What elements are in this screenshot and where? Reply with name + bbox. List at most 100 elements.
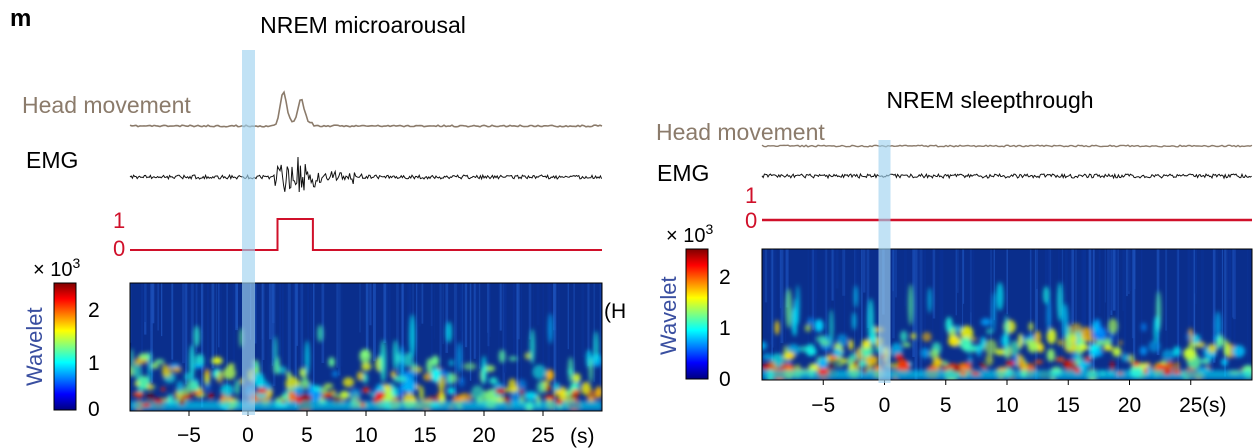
spectrogram-streak [219,283,223,376]
spectrogram-plume [829,309,834,344]
spectrogram-blob [1201,358,1210,364]
colorbar-multiplier: × 103 [33,255,80,281]
spectrogram-blob [1207,343,1217,354]
spectrogram-blob [762,353,773,361]
spectrogram-streak [460,283,463,332]
x-tick-label: 15 [1057,394,1080,417]
spectrogram-plume [409,314,416,359]
spectrogram-hotspot [322,392,333,398]
spectrogram-streak [1224,249,1226,377]
spectrogram-streak [516,283,519,397]
spectrogram-blob [266,384,273,391]
spectrogram-plume [275,356,280,374]
spectrogram-blob [929,349,939,359]
spectrogram-streak [1112,249,1116,311]
spectrogram-blob [193,364,204,369]
spectrogram-streak [1191,249,1194,322]
spectrogram-blob [920,347,930,359]
spectrogram-hotspot [952,365,962,373]
spectrogram-hotspot [957,363,968,368]
x-tick-label: −5 [811,394,835,417]
spectrogram-streak [895,249,897,298]
spectrogram-blob [553,389,563,396]
spectrogram-streak [336,283,339,368]
spectrogram-blob [1086,337,1097,343]
spectrogram-plume [130,348,134,369]
spectrogram-blob [976,345,982,357]
spectrogram-streak [1247,249,1249,368]
spectrogram-blob [323,383,334,389]
x-tick-label: 20 [472,424,495,447]
head-movement-trace [761,144,1253,148]
spectrogram-hotspot [1034,360,1043,364]
spectrogram-blob [1078,344,1090,351]
spectrogram-streak [144,283,147,335]
spectrogram-streak [416,283,418,390]
spectrogram-streak [150,283,152,355]
spectrogram-blobs [762,249,1252,380]
spectrogram-streak [774,249,776,346]
spectrogram-streak [296,283,299,346]
spectrogram-streak [855,249,858,302]
panel-sleepthrough: NREM sleepthrough Head movement EMG 1 0 … [656,87,1253,417]
spectrogram-blob [532,364,547,380]
spectrogram-hotspot [828,355,838,360]
spectrogram-streak [473,283,476,359]
spectrogram-plume [399,345,405,381]
spectrogram-blob [132,364,142,379]
spectrogram-streak [1215,249,1218,291]
spectrogram-blob [840,358,849,364]
spectrogram-blob [511,386,519,392]
state-trace [130,218,602,251]
emg-trace [129,156,603,193]
spectrogram-hotspot [180,394,193,399]
spectrogram-plume [853,285,858,308]
spectrogram-blob [1046,348,1055,362]
spectrogram-streak [764,249,768,303]
spectrogram-hotspot [569,393,579,399]
spectrogram-streak [567,283,569,350]
spectrogram-hotspot [1084,356,1091,362]
spectrogram-blob [458,376,465,387]
spectrogram-blob [362,372,368,384]
spectrogram-plume [445,321,452,343]
spectrogram-streak [499,283,502,331]
spectrogram-streak [770,249,773,345]
spectrogram-blob [1121,353,1130,362]
spectrogram-blob [339,390,350,400]
spectrogram-hotspot [374,391,386,399]
spectrogram-hotspot [207,393,214,399]
head-movement-label: Head movement [22,92,191,118]
spectrogram-plume [189,344,195,381]
spectrogram-blob [1191,334,1201,344]
spectrogram-streak [599,283,601,394]
spectrogram-blob [1081,326,1093,342]
spectrogram-streak [1213,249,1216,363]
spectrogram-blob [545,369,554,382]
spectrogram-blob [320,387,329,395]
spectrogram-blob [774,320,780,335]
panel-microarousal: NREM microarousal Head movement EMG 1 0 … [22,12,626,448]
spectrogram-streak [383,283,387,343]
spectrogram-blob [1139,346,1148,356]
spectrogram-hotspot [360,401,365,408]
spectrogram-streak [401,283,404,373]
spectrogram-blob [138,353,152,361]
spectrogram-streak [1233,249,1236,320]
spectrogram-blob [1009,340,1020,357]
spectrogram-blob [439,393,446,404]
spectrogram-streak [439,283,442,402]
spectrogram-hotspot [1074,367,1081,374]
colorbar-tick: 2 [88,299,100,322]
spectrogram-plume [481,355,487,385]
spectrogram-streak [442,283,444,345]
spectrogram-blob [807,317,814,326]
spectrogram-blob [1224,339,1229,355]
spectrogram-streak [310,283,313,338]
spectrogram-streak [593,283,596,382]
spectrogram-blob [1221,358,1228,367]
spectrogram-streak [513,283,516,360]
spectrogram-streak [292,283,294,340]
spectrogram-streak [1194,249,1196,359]
spectrogram-hotspot [959,371,967,376]
